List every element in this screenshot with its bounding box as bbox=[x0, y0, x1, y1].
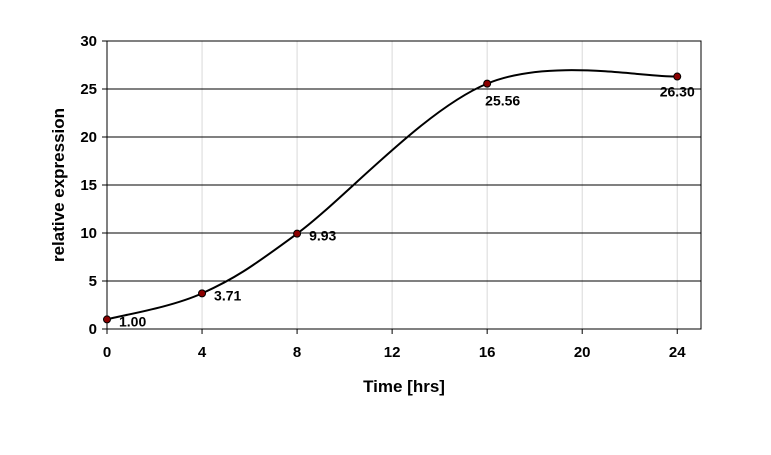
data-point bbox=[103, 315, 111, 324]
series-line bbox=[106, 69, 678, 321]
y-tick-label: 25 bbox=[80, 81, 97, 98]
x-tick-label: 20 bbox=[574, 344, 591, 361]
y-tick-label: 20 bbox=[80, 129, 97, 146]
y-axis-ticks: 0 5 10 15 20 25 30 bbox=[80, 33, 107, 338]
data-labels: 1.00 3.71 9.93 25.56 26.30 bbox=[119, 84, 695, 330]
x-axis-title: Time [hrs] bbox=[363, 377, 445, 396]
y-tick-label: 15 bbox=[80, 177, 97, 194]
data-label: 1.00 bbox=[119, 313, 146, 329]
x-tick-label: 16 bbox=[479, 344, 496, 361]
y-tick-label: 30 bbox=[80, 33, 97, 50]
data-point bbox=[293, 229, 302, 238]
x-tick-label: 8 bbox=[293, 344, 301, 361]
data-point bbox=[198, 289, 207, 298]
y-tick-label: 10 bbox=[80, 225, 97, 242]
data-point bbox=[673, 72, 682, 81]
x-tick-label: 0 bbox=[103, 344, 111, 361]
y-tick-label: 0 bbox=[89, 321, 97, 338]
data-point bbox=[483, 79, 492, 88]
y-tick-label: 5 bbox=[89, 273, 97, 290]
data-label: 25.56 bbox=[485, 93, 520, 109]
x-axis-ticks: 0 4 8 12 16 20 24 bbox=[103, 329, 686, 361]
grid bbox=[106, 41, 701, 329]
y-axis-title: relative expression bbox=[49, 108, 68, 262]
x-tick-label: 24 bbox=[669, 344, 686, 361]
data-label: 26.30 bbox=[660, 84, 695, 100]
data-label: 9.93 bbox=[309, 228, 336, 244]
data-points bbox=[103, 72, 682, 324]
x-tick-label: 4 bbox=[198, 344, 207, 361]
x-tick-label: 12 bbox=[384, 344, 401, 361]
data-label: 3.71 bbox=[214, 287, 241, 303]
